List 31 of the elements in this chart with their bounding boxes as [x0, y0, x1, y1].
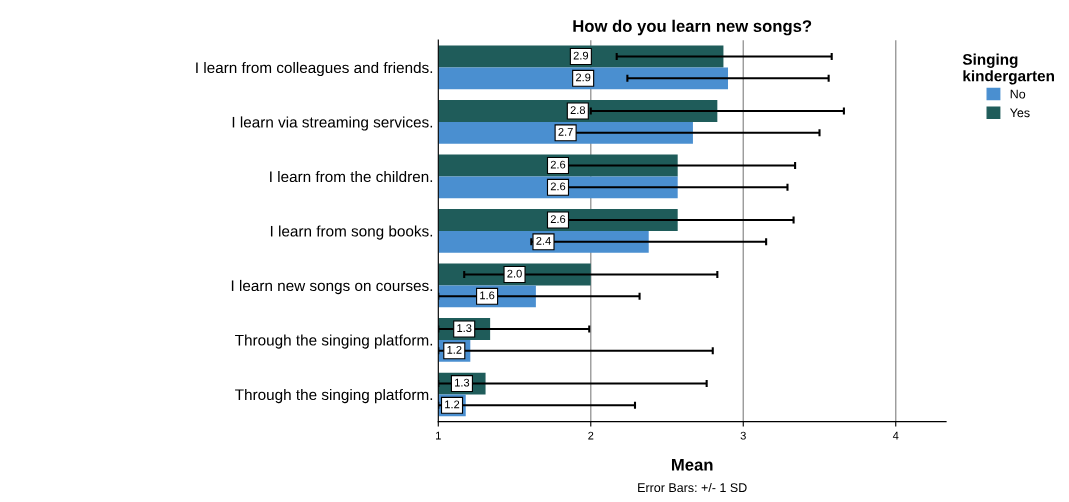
data-label: 2.4 — [536, 236, 551, 245]
text: Error Bars: +/- 1 SD — [638, 482, 747, 493]
data-label: 2.7 — [558, 127, 573, 136]
legend-label: No — [1010, 89, 1026, 99]
data-label: 1.2 — [445, 400, 460, 409]
x-tick-label: 1 — [436, 431, 441, 440]
data-label: 2.0 — [507, 269, 522, 278]
x-tick-label: 3 — [740, 431, 746, 440]
y-tick-label: I learn via streaming services. — [232, 116, 433, 131]
data-label: 1.6 — [480, 291, 495, 300]
data-label: 2.8 — [570, 106, 586, 114]
data-label: 1.2 — [447, 345, 462, 354]
y-tick-label: Through the singing platform. — [235, 334, 433, 349]
data-label: 1.3 — [457, 324, 472, 333]
x-tick-label: 4 — [892, 431, 899, 440]
data-label: 2.9 — [575, 73, 591, 82]
data-label: 2.9 — [573, 51, 589, 60]
data-label: 2.6 — [550, 215, 566, 223]
data-label: 2.6 — [550, 182, 566, 191]
y-tick-label: I learn from colleagues and friends. — [196, 61, 433, 77]
x-axis-title: Mean — [671, 459, 713, 471]
x-tick-label: 2 — [588, 431, 594, 440]
y-tick-label: I learn from the children. — [270, 170, 433, 183]
legend-label: Yes — [1009, 108, 1030, 118]
data-label: 2.6 — [550, 160, 566, 169]
y-tick-label: I learn from song books. — [270, 225, 433, 240]
y-tick-label: Through the singing platform. — [235, 388, 433, 404]
data-label: 1.3 — [455, 378, 470, 387]
legend-title: Singing kindergarten — [962, 53, 1054, 85]
y-tick-label: I learn new songs on courses. — [231, 279, 433, 295]
chart-title: How do you learn new songs? — [573, 19, 812, 36]
